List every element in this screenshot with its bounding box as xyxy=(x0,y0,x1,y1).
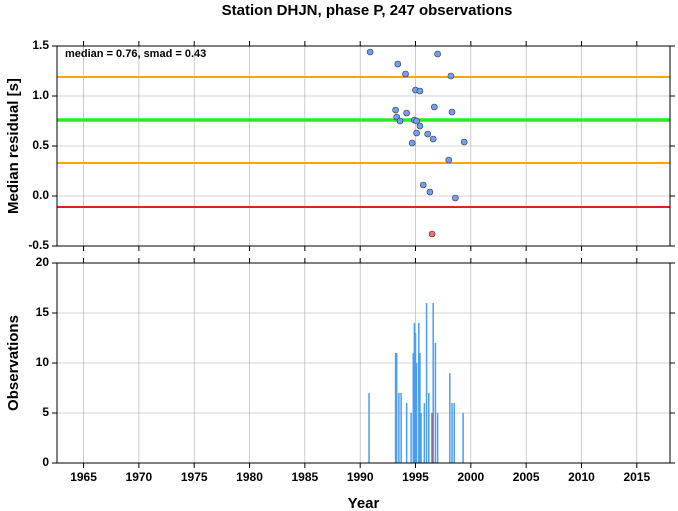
x-tick-label: 2005 xyxy=(513,470,540,484)
x-tick-label: 2010 xyxy=(568,470,595,484)
bar xyxy=(368,393,370,463)
bar xyxy=(428,393,430,463)
x-tick-label: 1995 xyxy=(402,470,429,484)
x-tick-label: 1990 xyxy=(347,470,374,484)
y-tick-label: 0 xyxy=(42,455,49,469)
bar xyxy=(432,303,434,463)
point xyxy=(426,188,434,196)
x-tick-label: 1965 xyxy=(70,470,97,484)
bar xyxy=(431,413,433,463)
x-axis-label: Year xyxy=(348,495,380,511)
bar xyxy=(413,323,416,463)
annotation: median = 0.76, smad = 0.43 xyxy=(65,48,206,60)
bar xyxy=(462,413,464,463)
point xyxy=(413,117,420,125)
point xyxy=(445,156,453,164)
bar xyxy=(419,353,421,463)
x-tick-label: 2000 xyxy=(457,470,484,484)
point xyxy=(408,139,416,147)
point xyxy=(424,130,431,138)
bar xyxy=(425,303,428,463)
point xyxy=(460,138,468,146)
point xyxy=(428,230,436,238)
y-tick-label: 15 xyxy=(36,305,50,319)
bar xyxy=(398,393,400,463)
point xyxy=(366,48,374,56)
point xyxy=(416,87,424,95)
bar xyxy=(414,333,417,463)
plot-frame xyxy=(56,45,671,247)
x-tick-label: 1980 xyxy=(236,470,263,484)
point xyxy=(429,135,437,143)
bar xyxy=(394,353,397,463)
y-tick-label: 10 xyxy=(36,355,50,369)
y-tick-label: 1.5 xyxy=(32,38,49,52)
y-axis-label: Median residual [s] xyxy=(5,78,22,214)
y-tick-label: 5 xyxy=(42,405,49,419)
point xyxy=(419,181,427,189)
point xyxy=(394,60,402,68)
bar xyxy=(436,413,439,463)
bar xyxy=(449,373,451,463)
x-tick-label: 1970 xyxy=(126,470,153,484)
y-tick-label: 20 xyxy=(36,255,50,269)
point xyxy=(396,117,404,125)
x-tick-label: 2015 xyxy=(623,470,650,484)
bar xyxy=(453,403,455,463)
bar xyxy=(395,353,398,463)
bar xyxy=(451,403,453,463)
bar xyxy=(423,403,426,463)
bar xyxy=(410,413,412,463)
y-tick-label: -0.5 xyxy=(28,238,49,252)
point xyxy=(448,108,456,116)
point xyxy=(431,103,438,111)
x-tick-label: 1975 xyxy=(181,470,208,484)
point xyxy=(447,72,455,80)
y-tick-label: 0.0 xyxy=(32,188,49,202)
point xyxy=(413,129,420,137)
x-tick-label: 1985 xyxy=(292,470,319,484)
point xyxy=(402,70,409,78)
plot-frame xyxy=(56,262,671,464)
bar xyxy=(434,343,437,463)
point xyxy=(434,50,441,58)
bar xyxy=(418,323,420,463)
bar xyxy=(415,363,418,463)
bar xyxy=(405,403,408,463)
point xyxy=(416,122,424,130)
y-tick-label: 0.5 xyxy=(32,138,49,152)
point xyxy=(452,194,459,202)
point xyxy=(392,106,399,114)
chart-title: Station DHJN, phase P, 247 observations xyxy=(222,2,513,19)
bar xyxy=(412,353,415,463)
point xyxy=(403,109,410,117)
y-tick-label: 1.0 xyxy=(32,88,49,102)
bar xyxy=(420,413,422,463)
bar xyxy=(400,393,402,463)
y-axis-label: Observations xyxy=(5,315,22,411)
